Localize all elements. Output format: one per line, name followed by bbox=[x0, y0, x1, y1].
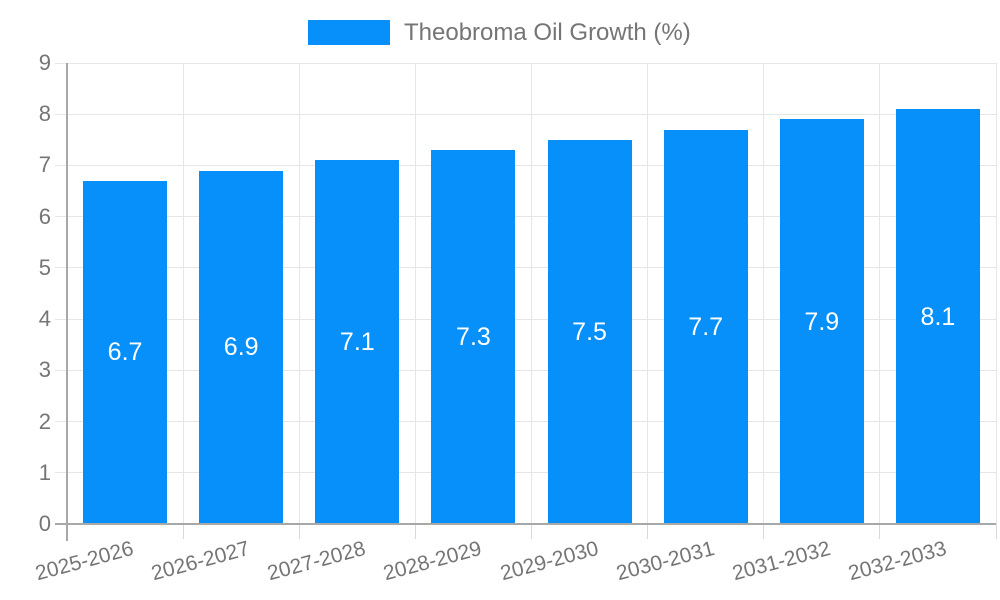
y-tick bbox=[55, 216, 67, 218]
bar-value-label: 7.1 bbox=[339, 328, 375, 357]
bar-value-label: 6.7 bbox=[107, 338, 143, 367]
bar-value-label: 7.5 bbox=[572, 317, 607, 346]
x-axis-label: 2025-2026 bbox=[33, 537, 137, 586]
x-axis-label: 2029-2030 bbox=[497, 537, 601, 586]
x-axis-label: 2027-2028 bbox=[265, 537, 369, 586]
bar-2030-2031[interactable] bbox=[663, 129, 748, 524]
y-tick bbox=[55, 267, 67, 269]
x-axis-label: 2031-2032 bbox=[729, 537, 833, 586]
y-tick bbox=[55, 472, 67, 474]
y-tick bbox=[55, 318, 67, 320]
y-tick bbox=[55, 62, 67, 64]
y-axis-label: 4 bbox=[38, 306, 51, 332]
x-axis-label: 2030-2031 bbox=[613, 537, 717, 586]
x-gridline bbox=[531, 63, 532, 524]
bar-2029-2030[interactable] bbox=[547, 139, 632, 524]
y-axis-label: 5 bbox=[38, 254, 51, 280]
y-axis-label: 2 bbox=[38, 408, 51, 434]
x-tick bbox=[879, 524, 881, 539]
y-tick bbox=[55, 113, 67, 115]
y-tick bbox=[55, 421, 67, 423]
bar-2032-2033[interactable] bbox=[895, 109, 980, 524]
bar-value-label: 7.7 bbox=[688, 312, 724, 341]
legend-swatch[interactable] bbox=[308, 20, 390, 45]
bar-2026-2027[interactable] bbox=[199, 170, 284, 524]
x-gridline bbox=[414, 63, 416, 524]
bar-2025-2026[interactable] bbox=[83, 180, 168, 524]
x-axis-label: 2028-2029 bbox=[381, 537, 485, 586]
legend: Theobroma Oil Growth (%) bbox=[308, 20, 691, 45]
y-axis-label: 8 bbox=[38, 101, 51, 127]
y-axis-label: 6 bbox=[38, 203, 51, 229]
y-axis-label: 7 bbox=[38, 152, 51, 178]
x-gridline bbox=[995, 63, 997, 524]
y-axis-line bbox=[66, 63, 68, 541]
y-axis-label: 3 bbox=[38, 357, 51, 383]
x-gridline bbox=[879, 63, 881, 524]
x-axis-label: 2026-2027 bbox=[149, 537, 253, 586]
x-tick bbox=[995, 524, 997, 539]
y-axis-label: 1 bbox=[38, 459, 51, 485]
x-tick bbox=[763, 524, 765, 539]
x-axis-line bbox=[55, 523, 996, 525]
y-tick bbox=[55, 164, 67, 166]
x-gridline bbox=[647, 63, 649, 524]
x-gridline bbox=[182, 63, 184, 524]
bar-2028-2029[interactable] bbox=[431, 150, 516, 524]
bar-value-label: 7.9 bbox=[804, 307, 840, 336]
bar-2027-2028[interactable] bbox=[315, 160, 400, 524]
x-tick bbox=[298, 524, 300, 539]
y-axis-label: 9 bbox=[38, 50, 51, 75]
x-tick bbox=[182, 524, 184, 539]
bar-value-label: 6.9 bbox=[223, 333, 259, 362]
y-axis-label: 0 bbox=[38, 511, 51, 536]
x-gridline bbox=[763, 63, 765, 524]
y-tick bbox=[55, 369, 67, 371]
bar-2031-2032[interactable] bbox=[779, 119, 864, 524]
bar-value-label: 8.1 bbox=[920, 302, 956, 331]
x-tick bbox=[647, 524, 649, 539]
legend-label: Theobroma Oil Growth (%) bbox=[404, 19, 691, 46]
x-gridline bbox=[298, 63, 300, 524]
x-tick bbox=[531, 524, 532, 539]
x-tick bbox=[414, 524, 416, 539]
x-axis-label: 2032-2033 bbox=[845, 537, 949, 586]
bar-value-label: 7.3 bbox=[456, 323, 491, 352]
